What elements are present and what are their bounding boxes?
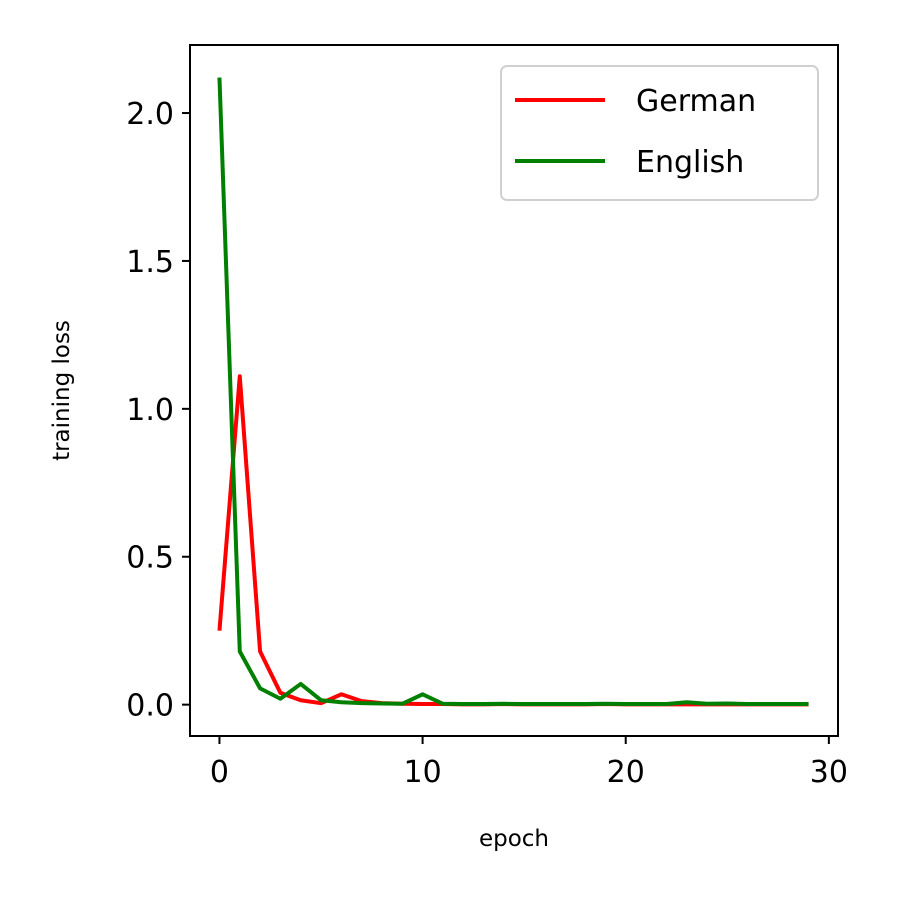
x-axis: 0 10 20 30 xyxy=(210,736,848,790)
series-layer xyxy=(217,77,809,707)
x-tick-label: 20 xyxy=(607,755,645,790)
y-axis-label: training loss xyxy=(49,320,75,461)
x-tick-label: 0 xyxy=(210,755,229,790)
x-tick-label: 30 xyxy=(810,755,848,790)
x-axis-label: epoch xyxy=(479,826,549,852)
legend-label-english: English xyxy=(636,145,744,180)
y-axis: 0.0 0.5 1.0 1.5 2.0 xyxy=(126,97,190,724)
y-tick-label: 0.5 xyxy=(126,541,174,576)
y-tick-label: 1.0 xyxy=(126,393,174,428)
legend-label-german: German xyxy=(636,84,756,119)
legend: German English xyxy=(500,65,819,201)
series-line-english xyxy=(217,77,809,707)
y-tick-label: 2.0 xyxy=(126,97,174,132)
plot-frame xyxy=(189,44,839,737)
y-tick-label: 0.0 xyxy=(126,689,174,724)
x-tick-label: 10 xyxy=(403,755,441,790)
y-tick-label: 1.5 xyxy=(126,245,174,280)
